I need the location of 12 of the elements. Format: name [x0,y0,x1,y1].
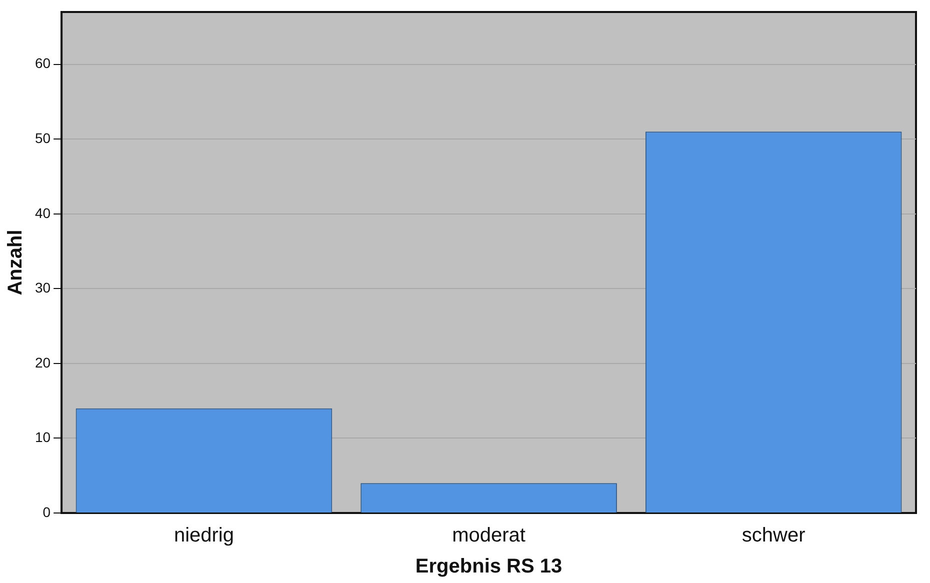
y-axis-title: Anzahl [4,230,27,296]
x-tick-label: schwer [742,524,806,547]
x-tick-label: moderat [452,524,526,547]
y-tick-label: 60 [34,55,51,72]
y-tick-label: 50 [34,130,51,146]
x-tick-label: niedrig [174,524,234,547]
y-tick-label: 20 [34,354,51,370]
y-tick-label: 0 [42,504,51,520]
y-tick-label: 40 [34,204,51,221]
x-axis-title: Ergebnis RS 13 [415,556,562,578]
y-tick-label: 30 [34,280,51,296]
y-tick-label: 10 [34,429,51,446]
